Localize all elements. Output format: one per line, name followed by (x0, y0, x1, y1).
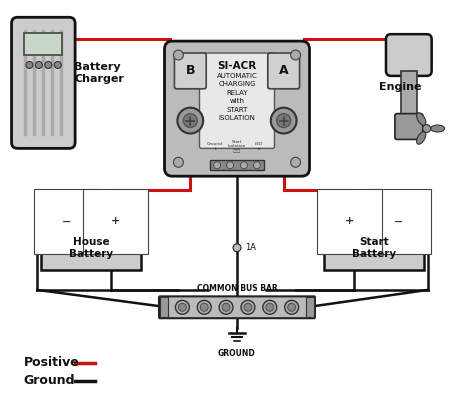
Circle shape (241, 300, 255, 314)
Text: ISOLATION: ISOLATION (219, 115, 255, 121)
FancyBboxPatch shape (11, 17, 75, 149)
FancyBboxPatch shape (342, 195, 356, 206)
Text: +: + (345, 216, 354, 226)
FancyBboxPatch shape (174, 53, 206, 89)
FancyBboxPatch shape (59, 195, 73, 206)
Text: AUTOMATIC: AUTOMATIC (217, 73, 257, 79)
Text: LED
★: LED ★ (255, 142, 263, 151)
Circle shape (291, 157, 301, 167)
Text: GROUND: GROUND (218, 349, 256, 358)
FancyBboxPatch shape (25, 33, 62, 55)
FancyBboxPatch shape (268, 53, 300, 89)
Circle shape (271, 108, 297, 133)
Text: Positive: Positive (24, 357, 79, 369)
FancyBboxPatch shape (395, 113, 423, 140)
Text: Ground
↓: Ground ↓ (207, 142, 223, 151)
Circle shape (173, 50, 183, 60)
Text: RELAY: RELAY (226, 90, 248, 96)
FancyBboxPatch shape (41, 206, 141, 270)
Text: A: A (279, 64, 289, 78)
Ellipse shape (417, 132, 426, 144)
Text: +: + (111, 216, 120, 226)
Text: Start
Battery: Start Battery (352, 237, 396, 259)
Circle shape (175, 300, 189, 314)
FancyBboxPatch shape (386, 34, 432, 76)
Text: with: with (229, 98, 245, 104)
Circle shape (183, 113, 197, 128)
FancyBboxPatch shape (392, 195, 406, 206)
Text: SI-ACR: SI-ACR (218, 61, 256, 71)
Circle shape (177, 108, 203, 133)
Circle shape (36, 62, 42, 69)
FancyBboxPatch shape (306, 297, 314, 317)
FancyBboxPatch shape (160, 297, 168, 317)
Circle shape (291, 50, 301, 60)
Circle shape (197, 300, 211, 314)
Ellipse shape (417, 113, 426, 125)
Circle shape (263, 300, 277, 314)
Circle shape (45, 62, 52, 69)
Text: Ground: Ground (24, 374, 75, 387)
Text: −: − (62, 216, 71, 226)
Circle shape (227, 162, 234, 169)
Text: −: − (394, 216, 403, 226)
Circle shape (288, 303, 296, 311)
Circle shape (222, 303, 230, 311)
FancyBboxPatch shape (200, 53, 274, 149)
Circle shape (254, 162, 260, 169)
FancyBboxPatch shape (164, 41, 310, 176)
FancyBboxPatch shape (210, 160, 264, 170)
FancyBboxPatch shape (401, 71, 417, 115)
Ellipse shape (431, 125, 445, 132)
Circle shape (285, 300, 299, 314)
Text: House
Battery: House Battery (69, 237, 113, 259)
Circle shape (423, 124, 431, 133)
Text: Battery
Charger: Battery Charger (74, 62, 124, 84)
Circle shape (266, 303, 274, 311)
Text: Start
Isolation
□□: Start Isolation □□ (228, 140, 246, 153)
Text: B: B (185, 64, 195, 78)
Circle shape (173, 157, 183, 167)
Text: COMMON BUS BAR: COMMON BUS BAR (197, 284, 277, 293)
FancyBboxPatch shape (109, 195, 123, 206)
Text: START: START (226, 106, 248, 113)
Circle shape (178, 303, 186, 311)
Circle shape (244, 303, 252, 311)
FancyBboxPatch shape (159, 296, 315, 318)
Circle shape (240, 162, 247, 169)
Circle shape (26, 62, 33, 69)
Text: CHARGING: CHARGING (218, 81, 256, 87)
Circle shape (54, 62, 61, 69)
Circle shape (277, 113, 291, 128)
Text: 1A: 1A (245, 243, 256, 252)
Circle shape (214, 162, 220, 169)
Circle shape (200, 303, 208, 311)
Circle shape (219, 300, 233, 314)
FancyBboxPatch shape (324, 206, 424, 270)
Text: Engine: Engine (379, 82, 421, 92)
Circle shape (233, 244, 241, 252)
